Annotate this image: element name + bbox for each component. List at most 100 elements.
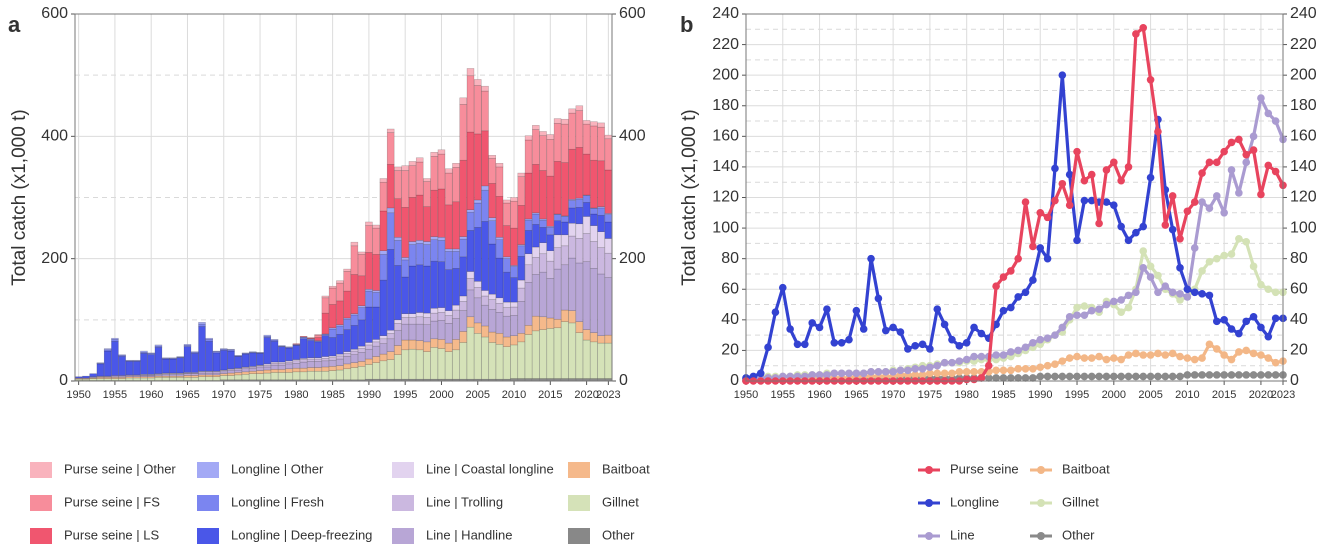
- y-tick-label: 100: [712, 219, 739, 236]
- data-point: [992, 374, 1000, 382]
- bar-segment: [379, 343, 388, 355]
- bar-segment: [430, 236, 438, 240]
- bar-segment: [154, 344, 163, 347]
- bar-segment: [452, 251, 460, 269]
- data-point: [999, 351, 1008, 359]
- data-point: [1110, 201, 1118, 209]
- bar-segment: [408, 348, 417, 380]
- bar-segment: [321, 366, 330, 372]
- bar-segment: [459, 159, 467, 237]
- bar-segment: [495, 196, 504, 238]
- plot-frame: [74, 13, 613, 382]
- data-point: [1065, 312, 1074, 321]
- data-point: [1235, 189, 1243, 197]
- data-point: [1235, 234, 1243, 243]
- bar-segment: [220, 350, 228, 371]
- bar-segment: [372, 224, 380, 229]
- data-point: [1146, 372, 1155, 381]
- bar-segment: [132, 361, 141, 376]
- bar-segment: [278, 372, 286, 381]
- bar-segment: [183, 377, 192, 381]
- data-point: [977, 329, 986, 338]
- bar-segment: [183, 344, 192, 346]
- bar-segment: [444, 172, 453, 206]
- bar-segment: [517, 287, 526, 302]
- bar-segment: [401, 323, 409, 341]
- bar-segment: [532, 125, 540, 130]
- bar-segment: [561, 118, 569, 125]
- bar-segment: [408, 244, 417, 267]
- bar-segment: [198, 374, 206, 377]
- bar-segment: [481, 295, 489, 306]
- bar-segment: [365, 289, 373, 292]
- data-point: [1271, 167, 1280, 176]
- data-point: [1168, 192, 1177, 200]
- bar-segment: [575, 105, 584, 111]
- legend-label: Line | Handline: [426, 527, 513, 542]
- data-point: [1271, 358, 1280, 367]
- data-point: [1117, 176, 1125, 185]
- data-point: [764, 343, 772, 352]
- data-point: [1029, 364, 1037, 373]
- x-tick-label: 1960: [807, 389, 831, 401]
- bar-segment: [336, 334, 344, 355]
- bar-segment: [546, 277, 555, 319]
- data-point: [1014, 254, 1022, 263]
- bar-segment: [423, 178, 431, 182]
- legend-swatch: [197, 462, 219, 478]
- bar-segment: [314, 358, 322, 362]
- bar-segment: [503, 336, 511, 347]
- y-tick-label: 120: [712, 189, 739, 206]
- data-point: [1205, 204, 1214, 213]
- bar-segment: [437, 240, 446, 262]
- bar-segment: [408, 165, 417, 198]
- bar-segment: [96, 378, 105, 381]
- data-point: [1227, 325, 1236, 333]
- bar-segment: [350, 241, 359, 247]
- bar-segment: [89, 377, 97, 379]
- bar-segment: [379, 250, 388, 255]
- data-point: [1154, 288, 1162, 297]
- bar-segment: [140, 353, 148, 375]
- data-point: [926, 363, 934, 372]
- y-tick-label: 0: [59, 372, 68, 389]
- data-point: [1161, 282, 1170, 290]
- y2-tick-label: 600: [619, 5, 646, 22]
- bar-segment: [386, 207, 395, 214]
- data-point: [1124, 303, 1133, 312]
- data-point: [1102, 355, 1111, 364]
- bar-segment: [466, 68, 475, 77]
- bar-segment: [532, 224, 540, 248]
- data-point: [808, 319, 817, 327]
- data-point: [1117, 222, 1125, 231]
- bar-segment: [227, 370, 235, 374]
- y2-tick-label: 140: [1290, 158, 1317, 175]
- bar-segment: [220, 373, 228, 376]
- bar-segment: [423, 244, 431, 267]
- y-tick-label: 600: [41, 5, 68, 22]
- data-point: [1080, 196, 1089, 205]
- bar-segment: [590, 125, 598, 161]
- data-point: [1110, 297, 1118, 306]
- bar-segment: [111, 339, 119, 342]
- bar-segment: [466, 289, 475, 318]
- bar-segment: [524, 230, 533, 255]
- x-tick-label: 1985: [320, 389, 344, 401]
- bar-segment: [125, 377, 134, 381]
- bar-segment: [459, 301, 467, 311]
- data-point: [1051, 360, 1059, 368]
- bar-segment: [401, 170, 409, 208]
- data-point: [1198, 198, 1206, 206]
- bar-segment: [270, 364, 279, 370]
- bar-segment: [503, 315, 511, 338]
- bar-segment: [241, 374, 250, 381]
- data-point: [1021, 198, 1030, 206]
- bar-segment: [140, 352, 148, 354]
- y2-tick-label: 80: [1290, 250, 1308, 267]
- bar-segment: [604, 169, 613, 214]
- data-point: [1014, 346, 1022, 355]
- bar-segment: [103, 378, 112, 381]
- bar-segment: [452, 162, 460, 168]
- data-point: [1242, 346, 1251, 355]
- bar-segment: [503, 225, 511, 258]
